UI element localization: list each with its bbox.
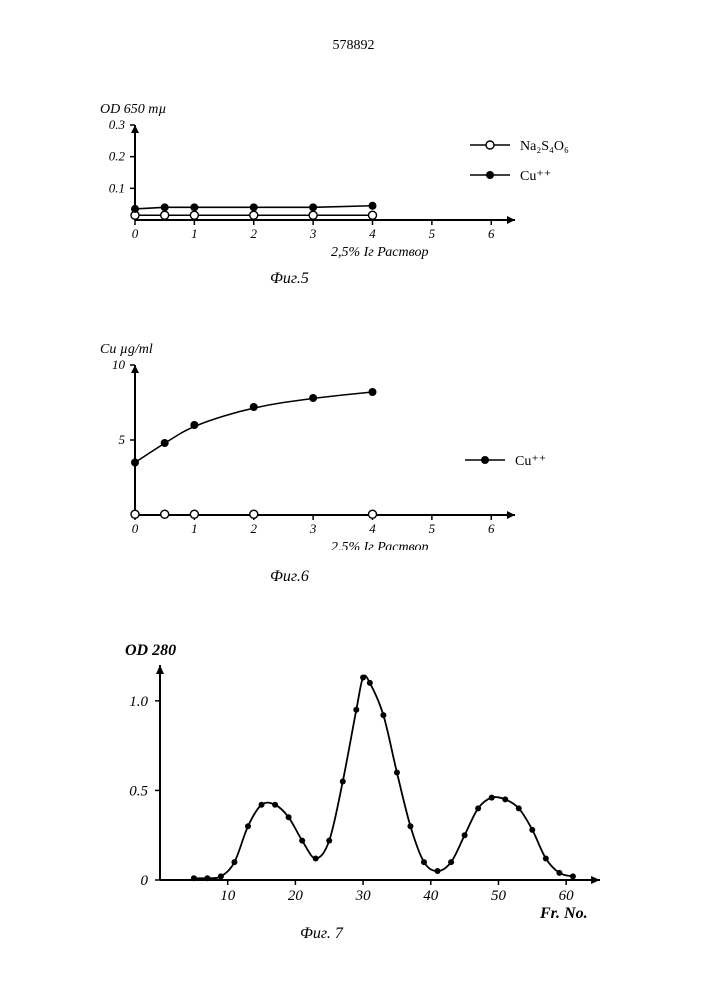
- svg-text:OD 280: OD 280: [125, 642, 176, 659]
- svg-text:5: 5: [119, 432, 126, 447]
- fig5-caption: Фиг.5: [270, 270, 309, 288]
- svg-text:2: 2: [251, 521, 258, 536]
- fig7-chart: 10 20 30 40 50 60 0 0.5 1.0 OD 280 Fr. No.: [100, 620, 660, 920]
- svg-text:10: 10: [112, 357, 126, 372]
- svg-text:3: 3: [309, 521, 317, 536]
- svg-text:1: 1: [191, 226, 198, 241]
- svg-text:Fr. No.: Fr. No.: [539, 905, 588, 920]
- svg-text:0.1: 0.1: [109, 180, 125, 195]
- fig6-chart: 0 1 2 3 4 5 6 5 10Cu µg/ml 2,5% Iг Раствор Cu⁺⁺: [80, 330, 640, 550]
- svg-text:60: 60: [559, 888, 575, 904]
- svg-text:4: 4: [369, 226, 376, 241]
- svg-text:0.2: 0.2: [109, 149, 126, 164]
- svg-text:0: 0: [132, 521, 139, 536]
- svg-text:Cu µg/ml: Cu µg/ml: [100, 342, 153, 357]
- svg-text:2,5% Iг Раствор: 2,5% Iг Раствор: [331, 540, 429, 550]
- svg-text:0.5: 0.5: [129, 783, 148, 799]
- svg-text:1.0: 1.0: [129, 694, 148, 710]
- svg-text:0.3: 0.3: [109, 117, 126, 132]
- svg-text:Cu⁺⁺: Cu⁺⁺: [520, 169, 551, 184]
- svg-text:30: 30: [355, 888, 372, 904]
- svg-text:20: 20: [288, 888, 304, 904]
- fig5-chart: 0 1 2 3 4 5 6 0.1 0.2 0.3OD 650 mµ 2,5% Iг Раствор…: [80, 90, 640, 260]
- svg-text:0: 0: [141, 873, 149, 889]
- svg-text:40: 40: [423, 888, 439, 904]
- svg-text:0: 0: [132, 226, 139, 241]
- svg-text:5: 5: [429, 521, 436, 536]
- svg-text:5: 5: [429, 226, 436, 241]
- svg-text:6: 6: [488, 521, 495, 536]
- svg-text:OD 650 mµ: OD 650 mµ: [100, 102, 166, 117]
- svg-text:4: 4: [369, 521, 376, 536]
- svg-text:50: 50: [491, 888, 507, 904]
- svg-text:3: 3: [309, 226, 317, 241]
- svg-text:2: 2: [251, 226, 258, 241]
- svg-text:6: 6: [488, 226, 495, 241]
- svg-text:Na₂S₄O₆: Na₂S₄O₆: [520, 139, 569, 154]
- svg-text:1: 1: [191, 521, 198, 536]
- page-number: 578892: [0, 38, 707, 54]
- svg-text:Cu⁺⁺: Cu⁺⁺: [515, 454, 546, 469]
- fig7-caption: Фиг. 7: [300, 925, 343, 943]
- svg-text:10: 10: [220, 888, 236, 904]
- fig6-caption: Фиг.6: [270, 568, 309, 586]
- svg-text:2,5% Iг Раствор: 2,5% Iг Раствор: [331, 245, 429, 260]
